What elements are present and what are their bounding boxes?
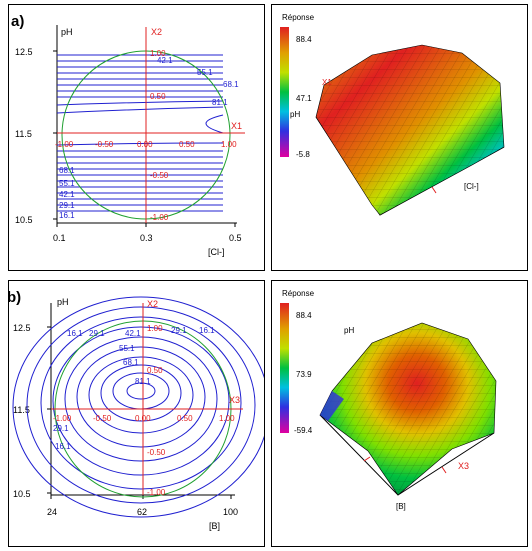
- legend-title-a: Réponse: [282, 13, 315, 22]
- surface-edge-label-b: X3: [458, 461, 469, 471]
- y-tick-b-2: 10.5: [13, 489, 31, 499]
- coded-v-tick-a-1: 0.50: [150, 92, 166, 101]
- coded-h-tick-b-0: -1.00: [53, 414, 72, 423]
- coded-h-tick-a-1: -0.50: [95, 140, 114, 149]
- contour-label-b-8: 29.1: [53, 424, 69, 433]
- coded-axis-name-x2-a: X2: [151, 27, 162, 37]
- coded-axis-name-x3: X3: [229, 395, 240, 405]
- y-axis-label-a: pH: [61, 27, 73, 37]
- panel-b-surface: Réponse 88.4 73.9 pH -59.4 [B] X3: [271, 280, 528, 547]
- surface-grid-b: [320, 323, 496, 495]
- contour-label-a-bot-3: 29.1: [59, 201, 75, 210]
- coded-h-tick-b-4: 1.00: [219, 414, 235, 423]
- coded-h-tick-b-2: 0.00: [135, 414, 151, 423]
- x-tick-b-0: 24: [47, 507, 57, 517]
- panel-b-contour: pH 12.5 11.5 10.5 24 62 100 [B] X2 X3 -1…: [7, 280, 270, 547]
- y-axis-label-b: pH: [57, 297, 69, 307]
- x-axis-label-a: [Cl-]: [208, 247, 225, 257]
- contour-label-b-7: 81.1: [135, 377, 151, 386]
- contour-label-a-top-2: 68.1: [223, 80, 239, 89]
- contour-label-b-1: 29.1: [89, 329, 105, 338]
- panel-label-a: a): [11, 13, 25, 30]
- colorbar-a: [280, 27, 289, 157]
- contour-label-b-4: 16.1: [199, 326, 215, 335]
- x-tick-b-2: 100: [223, 507, 238, 517]
- contour-label-b-5: 55.1: [119, 344, 135, 353]
- contour-label-a-bot-1: 55.1: [59, 179, 75, 188]
- surface-axis-label-b: [B]: [396, 502, 406, 511]
- legend-tick-a-1: 47.1: [296, 94, 312, 103]
- colorbar-b: [280, 303, 289, 433]
- contour-label-a-bot-0: 68.1: [59, 166, 75, 175]
- x-tick-a-1: 0.3: [140, 233, 153, 243]
- contour-label-b-0: 16.1: [67, 329, 83, 338]
- coded-v-tick-a-0: 1.00: [150, 49, 166, 58]
- y-tick-b-0: 12.5: [13, 323, 31, 333]
- coded-h-tick-a-4: 1.00: [221, 140, 237, 149]
- legend-tick-a-0: 88.4: [296, 35, 312, 44]
- y-tick-b-1: 11.5: [13, 405, 30, 415]
- legend-tick-b-1: 73.9: [296, 370, 312, 379]
- legend-tick-a-2: -5.8: [296, 150, 310, 159]
- legend-axis-label-a: pH: [290, 110, 300, 119]
- contour-label-a-top-3: 81.1: [212, 98, 228, 107]
- contour-label-a-bot-4: 16.1: [59, 211, 75, 220]
- legend-tick-b-0: 88.4: [296, 311, 312, 320]
- coded-h-tick-b-1: -0.50: [93, 414, 112, 423]
- coded-v-tick-a-3: -1.00: [150, 213, 169, 222]
- surface-plot-a: Réponse 88.4 47.1 pH -5.8 [Cl-] X1: [280, 13, 505, 216]
- contour-label-a-top-1: 55.1: [197, 68, 213, 77]
- coded-h-tick-b-3: 0.50: [177, 414, 193, 423]
- coded-axis-name-x1: X1: [231, 121, 242, 131]
- coded-v-tick-b-1: 0.50: [147, 366, 163, 375]
- coded-v-tick-a-2: -0.50: [150, 171, 169, 180]
- contour-label-a-top-0: 42.1: [157, 56, 173, 65]
- legend-axis-label-b: pH: [344, 326, 354, 335]
- x-axis-label-b: [B]: [209, 521, 220, 531]
- y-tick-a-1: 11.5: [15, 129, 32, 139]
- contour-lines-a: [56, 54, 224, 212]
- coded-axis-name-x2-b: X2: [147, 299, 158, 309]
- contour-plot-b: pH 12.5 11.5 10.5 24 62 100 [B] X2 X3 -1…: [12, 296, 270, 531]
- surface-edge-label-a: X1: [322, 78, 332, 87]
- legend-title-b: Réponse: [282, 289, 315, 298]
- panel-a-contour: pH 12.5 11.5 10.5 0.1 0.3 0.5 [Cl-]: [8, 4, 265, 271]
- contour-label-b-9: 16.1: [55, 442, 71, 451]
- legend-tick-b-2: -59.4: [294, 426, 313, 435]
- y-tick-a-2: 10.5: [15, 215, 33, 225]
- panel-a-surface: Réponse 88.4 47.1 pH -5.8 [Cl-] X1: [271, 4, 528, 271]
- y-tick-a-0: 12.5: [15, 47, 33, 57]
- surface-axis-label-a: [Cl-]: [464, 182, 479, 191]
- contour-label-b-6: 68.1: [123, 358, 139, 367]
- surface-plot-b: Réponse 88.4 73.9 pH -59.4 [B] X3: [280, 289, 497, 511]
- contour-label-a-bot-2: 42.1: [59, 190, 75, 199]
- contour-plot-a: pH 12.5 11.5 10.5 0.1 0.3 0.5 [Cl-]: [15, 25, 245, 257]
- contour-label-b-2: 42.1: [125, 329, 141, 338]
- coded-h-tick-a-2: 0.00: [137, 140, 153, 149]
- coded-v-tick-b-0: 1.00: [147, 324, 163, 333]
- coded-h-tick-a-3: 0.50: [179, 140, 195, 149]
- x-tick-a-0: 0.1: [53, 233, 66, 243]
- contour-label-b-3: 29.1: [171, 326, 187, 335]
- panel-label-b: b): [7, 289, 22, 306]
- coded-v-tick-b-3: -1.00: [147, 488, 166, 497]
- coded-h-tick-a-0: -1.00: [55, 140, 74, 149]
- x-tick-a-2: 0.5: [229, 233, 242, 243]
- surface-grid-a: [316, 45, 504, 215]
- x-tick-b-1: 62: [137, 507, 147, 517]
- coded-v-tick-b-2: -0.50: [147, 448, 166, 457]
